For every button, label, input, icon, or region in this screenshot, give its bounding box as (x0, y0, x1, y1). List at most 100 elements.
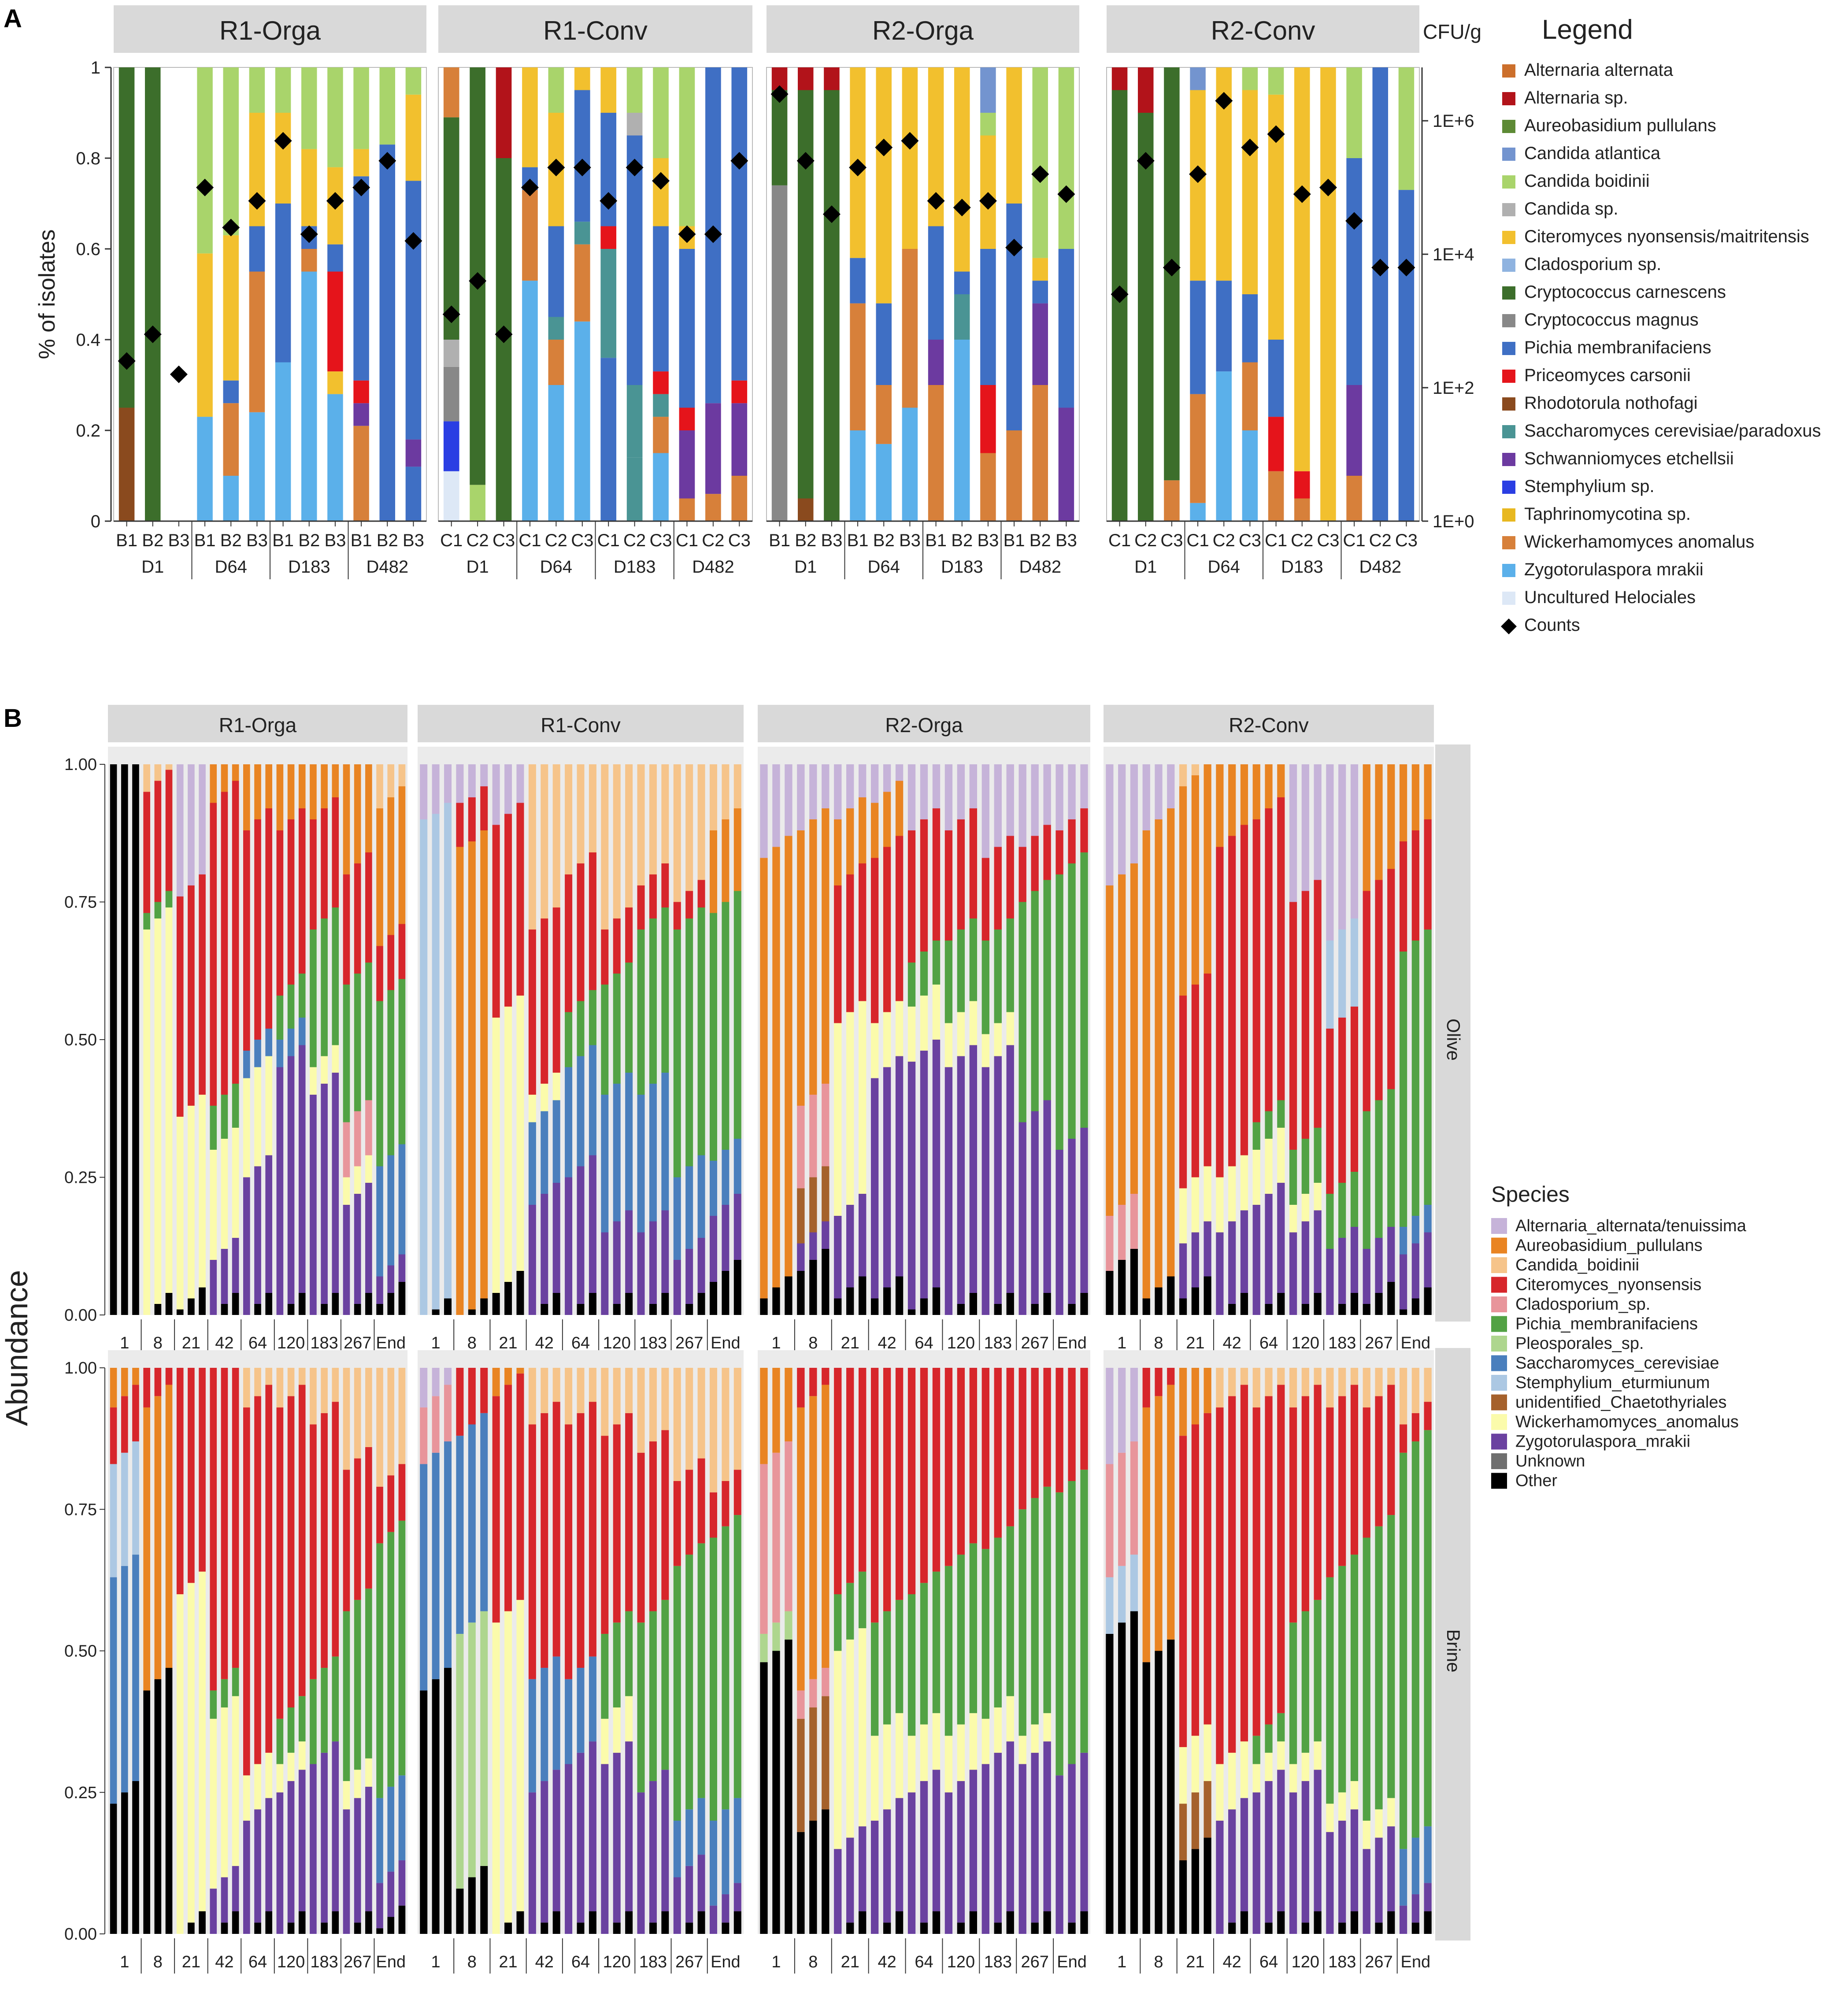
bar-segment (1411, 764, 1419, 830)
bar-segment (883, 1611, 891, 1725)
legend-label: Cladosporium_sp. (1515, 1295, 1650, 1314)
bar-segment (932, 941, 941, 985)
time-label: 120 (1292, 1953, 1319, 1971)
bar-segment (870, 803, 879, 858)
bar-segment (1252, 1205, 1260, 1315)
bar-segment (870, 1368, 879, 1623)
legend-swatch (1502, 259, 1515, 272)
bar-segment (365, 1447, 372, 1589)
bar-label: C1 (440, 531, 463, 550)
bar-segment (876, 385, 892, 444)
bar-segment (1080, 1911, 1088, 1934)
bar-segment (1179, 1747, 1187, 1804)
bar-segment (143, 913, 150, 929)
bar-segment (649, 1922, 657, 1934)
bar-segment (565, 1424, 573, 1679)
count-marker (1137, 152, 1155, 170)
bar-segment (613, 1368, 621, 1425)
bar-segment (1164, 480, 1180, 521)
bar-label: B3 (168, 531, 189, 550)
bar-segment (760, 858, 768, 1299)
time-label: 1 (771, 1953, 781, 1971)
bar-segment (709, 1216, 717, 1282)
bar-segment (1399, 1254, 1407, 1310)
panel-b-legend: SpeciesAlternaria_alternata/tenuissimaAu… (1491, 1182, 1747, 1490)
bar-segment (354, 1798, 361, 1923)
bar-segment (944, 1736, 953, 1792)
facet-title: R1-Conv (541, 714, 621, 737)
bar-segment (165, 1668, 173, 1934)
bar-segment (405, 439, 422, 467)
bar-segment (154, 1396, 162, 1679)
bar-segment (132, 1441, 139, 1555)
bar-segment (332, 1045, 339, 1073)
legend-swatch (1491, 1375, 1507, 1391)
time-label: 120 (947, 1334, 975, 1352)
bar-segment (969, 1770, 978, 1911)
legend-label: Taphrinomycotina sp. (1524, 504, 1691, 524)
bar-segment (1375, 880, 1383, 1100)
bar-segment (398, 1520, 406, 1776)
bar-segment (365, 1293, 372, 1315)
bar-segment (822, 1385, 830, 1668)
bar-segment (1350, 1293, 1359, 1315)
bar-segment (1277, 797, 1285, 1100)
bar-segment (954, 340, 970, 521)
bar-segment (354, 1600, 361, 1770)
bar-segment (265, 1911, 272, 1934)
bar-segment (883, 1922, 891, 1934)
bar-segment (834, 764, 842, 819)
bar-label: B1 (351, 531, 372, 550)
bar-segment (772, 1622, 780, 1651)
bar-segment (276, 1040, 284, 1067)
bar-label: C1 (676, 531, 698, 550)
bar-segment (176, 896, 184, 1117)
bar-segment (697, 1855, 705, 1911)
bar-segment (1106, 1633, 1114, 1934)
bar-segment (733, 1368, 741, 1470)
bar-segment (957, 1012, 965, 1056)
bar-segment (265, 808, 272, 1029)
bar-segment (516, 803, 524, 996)
y-tick-label: 1.00 (64, 1359, 97, 1378)
count-marker (770, 85, 789, 103)
bar-segment (1252, 1150, 1260, 1205)
bar-segment (1289, 1407, 1297, 1623)
bar-segment (1399, 952, 1407, 1227)
bar-segment (444, 1668, 452, 1934)
count-marker (144, 325, 162, 343)
bar-segment (1289, 764, 1297, 902)
bar-segment (1130, 1611, 1138, 1934)
bar-segment (1301, 1304, 1309, 1315)
bar-segment (176, 1309, 184, 1315)
y2-tick-label: 1E+0 (1433, 512, 1474, 531)
bar-segment (221, 1368, 228, 1679)
bar-segment (673, 1481, 681, 1566)
legend-swatch (1491, 1237, 1507, 1254)
bar-segment (1265, 1194, 1273, 1304)
legend-label: Stemphylium sp. (1524, 477, 1655, 496)
bar-segment (824, 67, 840, 90)
bar-segment (1190, 503, 1206, 521)
bar-segment (1240, 1368, 1248, 1385)
bar-segment (969, 918, 978, 1001)
bar-segment (1363, 1849, 1370, 1934)
bar-segment (1106, 1577, 1114, 1634)
bar-segment (1387, 1227, 1395, 1282)
bar-segment (1363, 1368, 1370, 1407)
bar-segment (210, 1718, 217, 1889)
bar-segment (1204, 1276, 1211, 1315)
bar-segment (733, 1139, 741, 1194)
bar-segment (731, 67, 748, 381)
bar-segment (1068, 1764, 1076, 1923)
time-label: 183 (639, 1334, 667, 1352)
legend-label: Wickerhamomyces anomalus (1524, 532, 1754, 552)
bar-segment (980, 67, 996, 113)
bar-segment (432, 1452, 440, 1679)
bar-segment (1289, 1368, 1297, 1407)
bar-segment (1252, 1368, 1260, 1407)
bar-segment (1031, 1111, 1039, 1304)
count-marker (326, 192, 344, 210)
bar-segment (834, 1849, 842, 1934)
bar-segment (1118, 1205, 1126, 1260)
